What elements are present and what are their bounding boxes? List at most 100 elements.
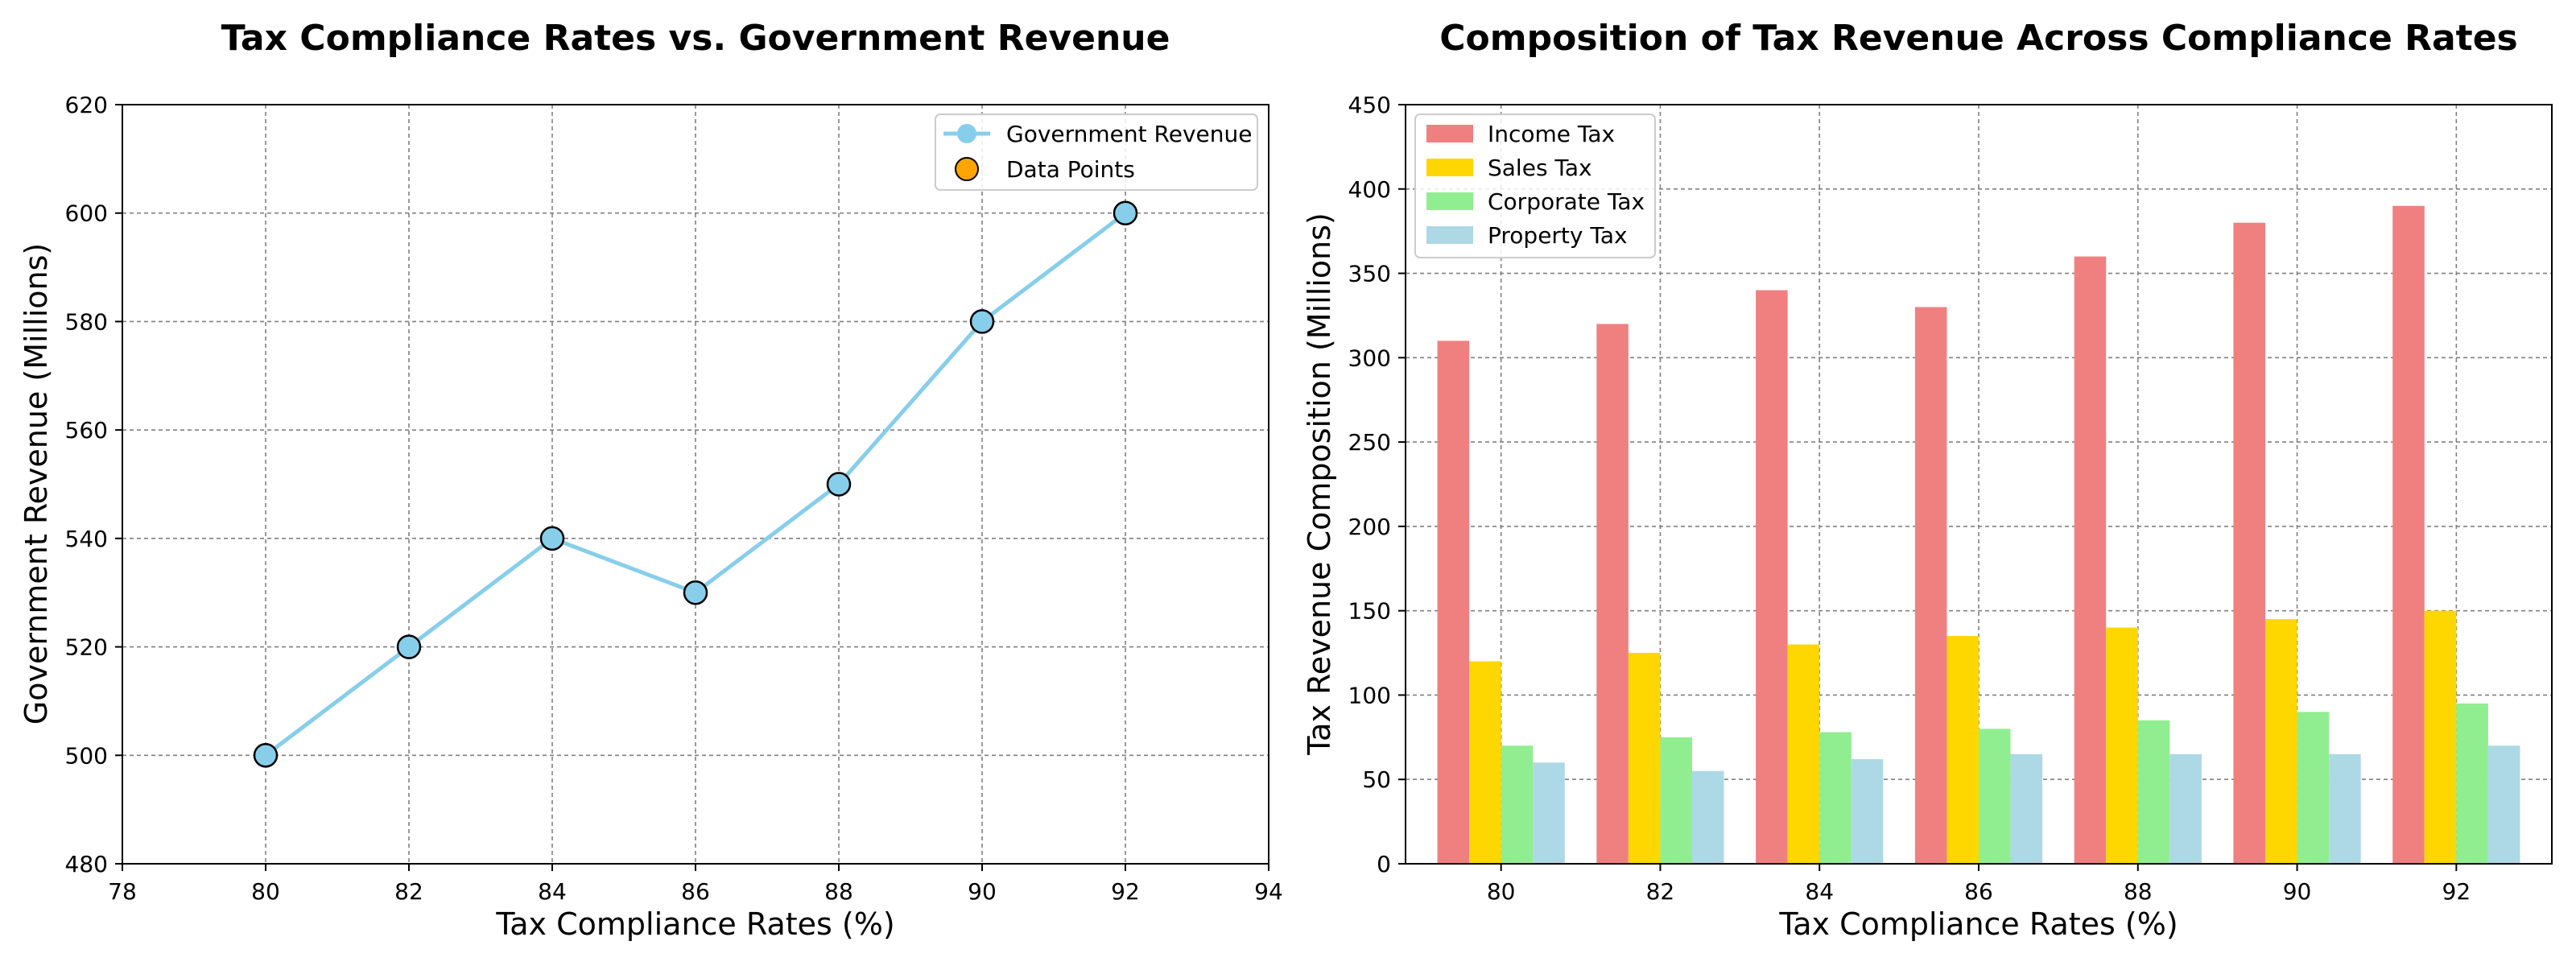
x-tick-label: 92 [2442,878,2471,905]
income-tax-bar [1437,341,1470,864]
property-tax-bar [1533,762,1565,864]
x-tick-label: 80 [1487,878,1516,905]
income-tax-bar [2392,205,2425,864]
y-tick-label: 250 [1348,429,1391,456]
bar-chart-title: Composition of Tax Revenue Across Compli… [1439,18,2518,59]
data-point-marker [396,634,422,659]
property-tax-bar [2487,745,2520,864]
line-chart-x-axis-label: Tax Compliance Rates (%) [495,906,894,942]
income-tax-bar [1756,290,1788,864]
legend-scatter-marker [955,157,979,181]
y-tick-label: 200 [1348,514,1391,540]
property-tax-bar [1851,759,1884,864]
data-point-marker [683,580,708,605]
x-tick-label: 90 [2283,878,2312,905]
legend-swatch-property-tax [1426,226,1473,244]
data-point-marker [253,743,279,768]
property-tax-bar [2329,753,2361,864]
sales-tax-bar [1946,636,1979,864]
bar-chart-legend-box [1414,114,1656,258]
legend-label-property-tax: Property Tax [1488,222,1628,249]
x-tick-label: 82 [1646,878,1675,905]
bar-chart-bars [1437,205,2520,865]
income-tax-bar [1596,324,1629,864]
sales-tax-bar [1787,644,1820,864]
y-tick-label: 600 [65,200,108,227]
line-chart-title: Tax Compliance Rates vs. Government Reve… [221,18,1170,59]
legend-label-income-tax: Income Tax [1488,121,1615,147]
sales-tax-bar [2265,619,2297,864]
property-tax-bar [2010,753,2043,864]
x-tick-label: 88 [2124,878,2153,905]
legend-label-corporate-tax: Corporate Tax [1488,188,1645,215]
y-tick-label: 50 [1362,766,1391,793]
data-point-marker [539,526,565,551]
x-tick-label: 80 [251,878,280,905]
legend-swatch-income-tax [1426,125,1473,142]
y-tick-label: 450 [1348,92,1391,118]
legend-label-data-points: Data Points [1006,156,1135,183]
x-tick-label: 82 [394,878,423,905]
y-tick-label: 560 [65,417,108,444]
x-tick-label: 86 [681,878,710,905]
property-tax-bar [1692,770,1724,864]
line-chart-y-ticks: 480 500 520 540 560 580 600 620 [65,92,122,877]
corporate-tax-bar [1819,732,1852,864]
line-chart-markers [253,200,1138,768]
x-tick-label: 94 [1254,878,1283,905]
x-tick-label: 78 [108,878,137,905]
sales-tax-bar [2424,610,2457,864]
y-tick-label: 620 [65,92,108,118]
line-chart-legend: Government Revenue Data Points [935,114,1258,191]
y-tick-label: 300 [1348,345,1391,371]
property-tax-bar [2169,753,2202,864]
y-tick-label: 100 [1348,682,1391,708]
bar-chart-y-ticks: 0 50 100 150 200 250 300 350 400 450 [1348,92,1406,877]
corporate-tax-bar [1660,737,1692,864]
x-tick-label: 90 [968,878,997,905]
x-tick-label: 88 [824,878,853,905]
line-chart-y-axis-label: Government Revenue (Millions) [19,243,54,724]
bar-chart-x-ticks: 80 82 84 86 88 90 92 [1487,864,2471,905]
legend-label-sales-tax: Sales Tax [1488,155,1592,181]
y-tick-label: 480 [65,851,108,877]
y-tick-label: 540 [65,526,108,552]
income-tax-bar [2233,222,2265,864]
y-tick-label: 0 [1377,851,1391,877]
x-tick-label: 84 [1805,878,1834,905]
data-point-marker [826,472,852,497]
bar-chart-x-axis-label: Tax Compliance Rates (%) [1778,906,2178,942]
y-tick-label: 520 [65,634,108,661]
line-chart-x-ticks: 78 80 82 84 86 88 90 92 94 [108,864,1283,905]
bar-chart-legend: Income Tax Sales Tax Corporate Tax Property… [1414,114,1656,258]
legend-swatch-sales-tax [1426,159,1473,176]
line-chart-legend-box [935,114,1258,191]
y-tick-label: 150 [1348,598,1391,625]
corporate-tax-bar [1979,729,2011,864]
legend-label-government-revenue: Government Revenue [1006,121,1252,147]
corporate-tax-bar [2297,712,2330,864]
y-tick-label: 400 [1348,176,1391,203]
y-tick-label: 350 [1348,261,1391,287]
income-tax-bar [1914,307,1947,864]
data-point-marker [969,309,995,334]
sales-tax-bar [2106,627,2138,864]
legend-swatch-corporate-tax [1426,192,1473,210]
sales-tax-bar [1628,653,1661,864]
x-tick-label: 92 [1111,878,1140,905]
legend-line-marker [957,124,976,143]
corporate-tax-bar [2137,720,2170,864]
data-point-marker [1113,200,1138,225]
x-tick-label: 84 [538,878,567,905]
sales-tax-bar [1469,661,1501,864]
bar-chart-y-axis-label: Tax Revenue Composition (Millions) [1302,213,1337,756]
y-tick-label: 580 [65,308,108,335]
y-tick-label: 500 [65,742,108,769]
corporate-tax-bar [2456,703,2488,864]
line-chart: Tax Compliance Rates vs. Government Reve… [19,18,1283,942]
bar-chart: Composition of Tax Revenue Across Compli… [1302,18,2553,942]
x-tick-label: 86 [1964,878,1993,905]
income-tax-bar [2074,256,2107,865]
corporate-tax-bar [1501,745,1534,864]
